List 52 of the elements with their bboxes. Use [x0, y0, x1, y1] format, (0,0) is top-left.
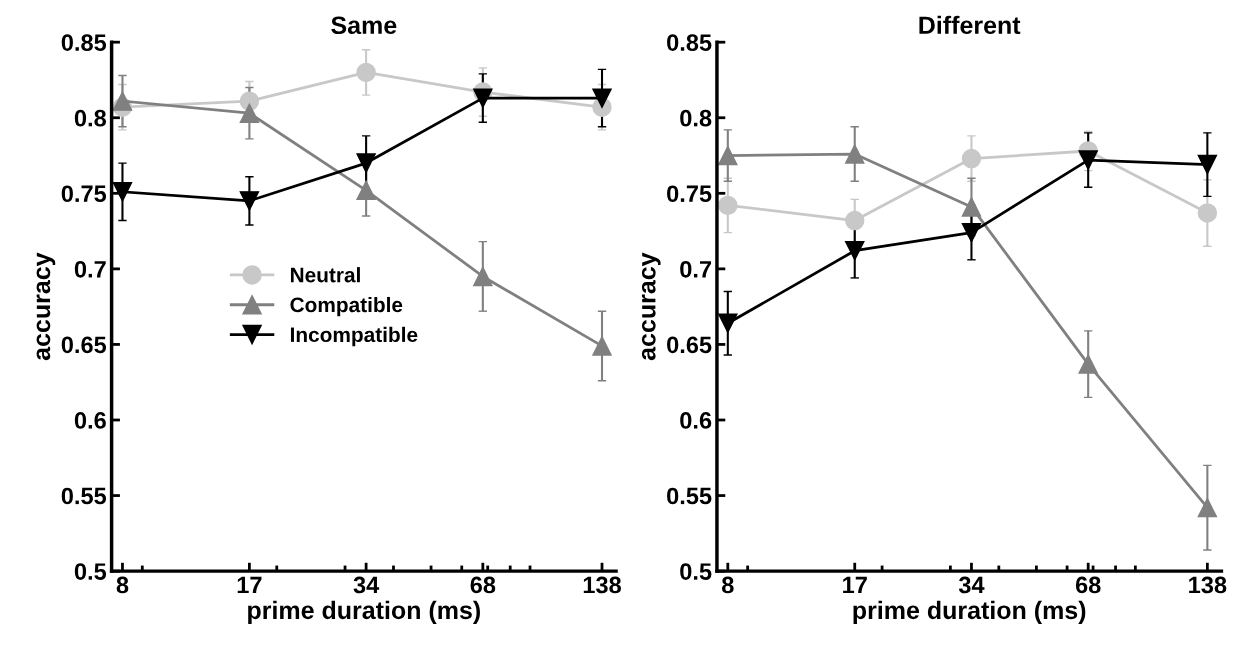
- x-tick-label: 8: [116, 576, 129, 594]
- x-axis-title: prime duration (ms): [853, 600, 1086, 625]
- x-tick-label: 138: [583, 576, 621, 594]
- point: [473, 88, 493, 108]
- x-tick-label: 68: [470, 576, 496, 594]
- y-tick-label: 0.6: [680, 412, 712, 429]
- x-tick-label: 34: [353, 576, 380, 594]
- y-axis-title: accuracy: [36, 252, 56, 361]
- x-tick-label: 17: [843, 576, 867, 594]
- point: [592, 88, 612, 108]
- x-tick-label: 68: [1075, 576, 1101, 594]
- x-tick-label: 138: [1189, 576, 1227, 594]
- y-tick-label: 0.65: [61, 336, 107, 354]
- point: [356, 153, 376, 173]
- point: [356, 62, 376, 83]
- point: [961, 197, 982, 217]
- point: [473, 266, 493, 287]
- y-tick-label: 0.55: [61, 487, 107, 505]
- y-tick-label: 0.65: [667, 336, 712, 354]
- point: [1078, 354, 1098, 374]
- y-tick-label: 0.75: [667, 185, 712, 203]
- point: [1078, 150, 1098, 170]
- point: [961, 148, 982, 169]
- point: [356, 180, 376, 201]
- point: [1197, 497, 1218, 518]
- y-tick-label: 0.7: [680, 260, 712, 278]
- y-tick-label: 0.5: [680, 563, 712, 580]
- point: [1197, 154, 1218, 175]
- y-tick-label: 0.75: [61, 185, 107, 203]
- y-tick-label: 0.85: [667, 34, 712, 51]
- x-tick-label: 17: [237, 576, 262, 594]
- y-tick-label: 0.6: [74, 412, 106, 429]
- point: [239, 191, 260, 211]
- point: [961, 222, 982, 243]
- y-tick-label: 0.8: [680, 109, 712, 127]
- point: [239, 103, 260, 123]
- point: [1197, 203, 1218, 223]
- chart-title: Different: [919, 15, 1021, 35]
- x-tick-label: 34: [958, 576, 985, 594]
- y-axis-title: accuracy: [641, 252, 661, 361]
- y-tick-label: 0.8: [74, 109, 107, 127]
- point: [592, 336, 612, 356]
- x-tick-label: 8: [722, 576, 734, 594]
- chart-title: Same: [331, 16, 397, 35]
- y-tick-label: 0.7: [74, 260, 106, 278]
- legend-label: Incompatible: [290, 326, 418, 347]
- y-tick-label: 0.85: [61, 34, 107, 51]
- x-axis-title: prime duration (ms): [248, 600, 480, 625]
- legend-label: Neutral: [290, 267, 360, 283]
- legend-label: Compatible: [290, 296, 403, 317]
- y-tick-label: 0.55: [667, 487, 712, 505]
- y-tick-label: 0.5: [74, 563, 107, 580]
